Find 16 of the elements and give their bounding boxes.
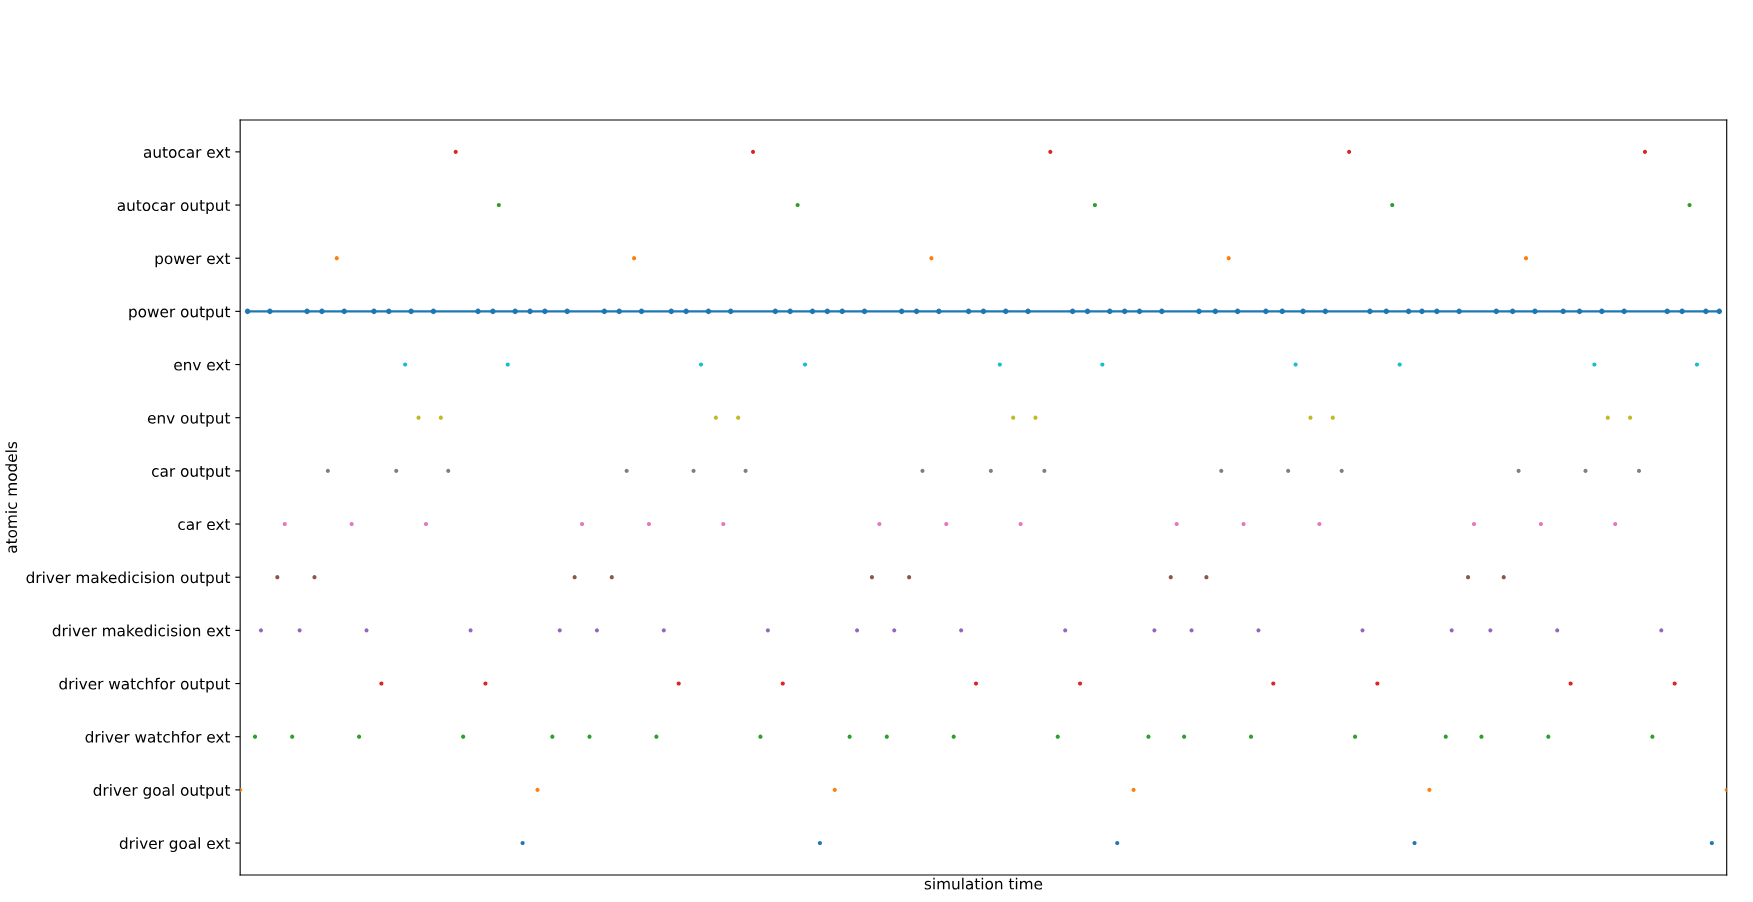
y-tick-label: driver watchfor output — [59, 677, 231, 693]
y-tick-label: car output — [151, 465, 231, 480]
x-axis-title: simulation time — [924, 877, 1043, 890]
y-tick-label: driver goal ext — [119, 837, 231, 853]
y-tick-label: driver makedicision ext — [52, 624, 231, 637]
y-tick-label: power ext — [155, 253, 231, 268]
y-axis-title: atomic models — [5, 441, 18, 553]
y-tick-label: autocar ext — [143, 146, 231, 158]
y-tick-label: env output — [147, 412, 231, 427]
y-tick-label: driver watchfor ext — [85, 730, 231, 743]
y-tick-label: car ext — [178, 519, 231, 531]
y-tick-label: driver makedicision output — [26, 571, 231, 587]
y-tick-label: env ext — [174, 359, 231, 371]
y-tick-label: autocar output — [117, 200, 231, 215]
y-tick-label: power output — [129, 306, 231, 321]
y-tick-label: driver goal output — [93, 784, 231, 799]
